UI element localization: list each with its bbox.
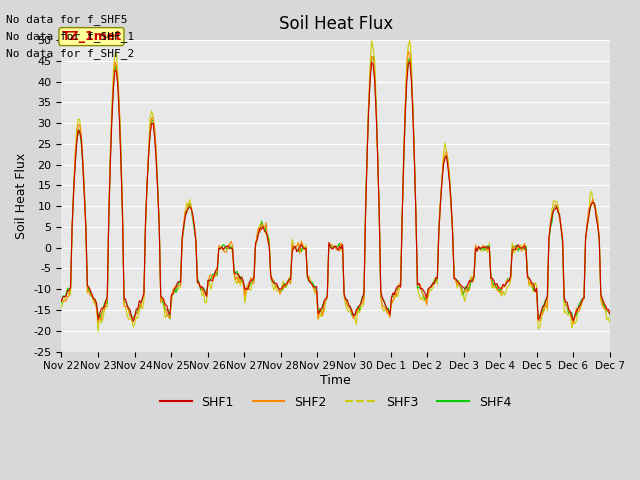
X-axis label: Time: Time xyxy=(321,374,351,387)
Text: No data for f_SHF_1: No data for f_SHF_1 xyxy=(6,31,134,42)
Y-axis label: Soil Heat Flux: Soil Heat Flux xyxy=(15,153,28,239)
Title: Soil Heat Flux: Soil Heat Flux xyxy=(278,15,393,33)
Legend: SHF1, SHF2, SHF3, SHF4: SHF1, SHF2, SHF3, SHF4 xyxy=(156,391,516,414)
Text: No data for f_SHF_2: No data for f_SHF_2 xyxy=(6,48,134,59)
Text: No data for f_SHF5: No data for f_SHF5 xyxy=(6,14,128,25)
Text: TZ_1met: TZ_1met xyxy=(61,30,122,43)
